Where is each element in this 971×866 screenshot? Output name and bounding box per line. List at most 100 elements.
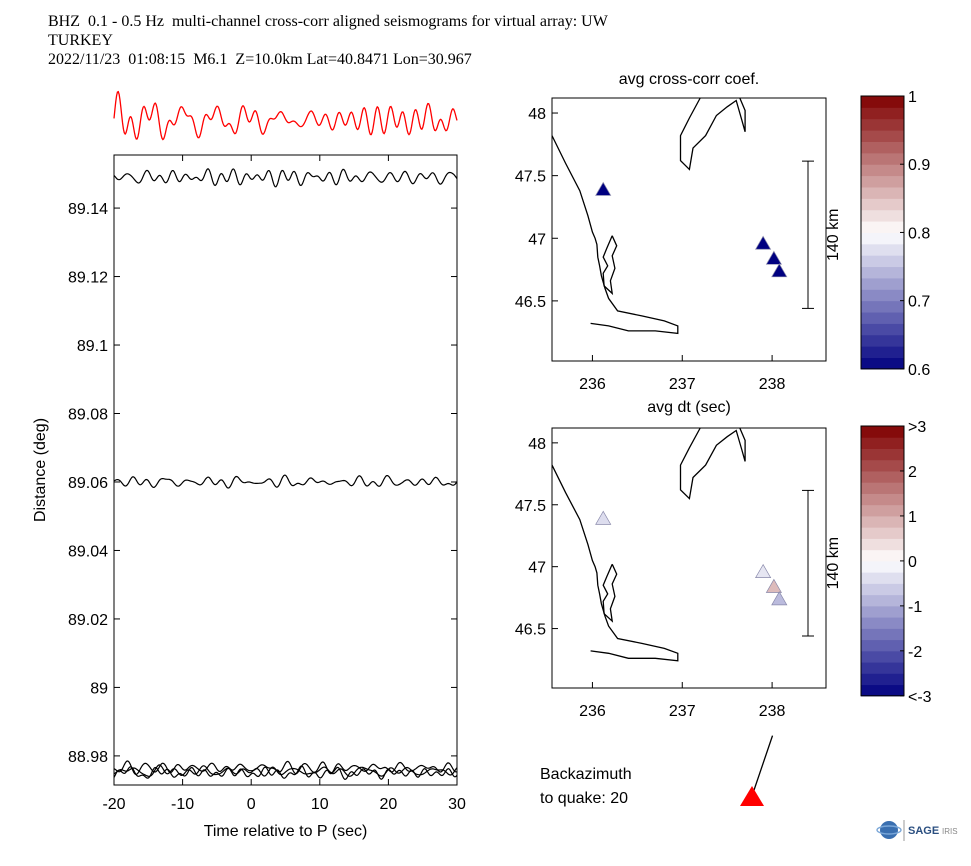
corr-y-tick-label: 46.5 [515,294,546,311]
dt-colorbar-band [861,504,904,517]
dt-colorbar-band [861,538,904,551]
corr-coastline [551,135,679,335]
corr-colorbar-band [861,266,904,279]
dt-colorbar-band [861,639,904,652]
dt-colorbar-band [861,572,904,584]
corr-station-marker [595,181,612,196]
dt-coastline [679,427,746,500]
corr-colorbar-label: 0.6 [908,362,930,379]
dt-colorbar-label: -2 [908,644,922,661]
dt-station-marker [771,591,788,606]
corr-colorbar-band [861,243,904,256]
corr-colorbar-band [861,232,904,245]
dt-colorbar-band [861,605,904,618]
dt-x-tick-label: 238 [759,703,786,720]
dt-colorbar-label: 2 [908,464,917,481]
backazimuth-triangle-icon [740,786,764,806]
sage-logo: SAGE IRIS [876,820,958,841]
corr-colorbar-band [861,277,904,290]
dt-y-tick-label: 47.5 [515,498,546,515]
title-line-2: TURKEY [48,32,113,49]
figure-title: BHZ 0.1 - 0.5 Hz multi-channel cross-cor… [48,12,748,69]
dt-coastline [551,464,679,662]
dt-colorbar-label: >3 [908,419,926,436]
corr-colorbar-band [861,323,904,336]
dt-colorbar-label: 0 [908,554,917,571]
backazimuth-label: Backazimuth to quake: 20 [540,763,632,811]
corr-colorbar-band [861,334,904,347]
x-tick-label: -20 [102,796,125,813]
corr-station-marker [771,263,788,278]
y-tick-label: 89.08 [68,407,108,424]
x-axis-label: Time relative to P (sec) [204,823,368,840]
dt-y-tick-label: 47 [528,560,546,577]
corr-x-tick-label: 236 [579,376,606,393]
corr-colorbar-band [861,312,904,324]
corr-colorbar-band [861,164,904,177]
x-tick-label: 0 [247,796,256,813]
corr-y-tick-label: 47.5 [515,169,546,186]
dt-map-panel [551,425,905,697]
dt-colorbar-band [861,617,904,629]
corr-x-tick-label: 237 [669,376,696,393]
dt-colorbar-label: 1 [908,509,917,526]
dt-y-tick-label: 46.5 [515,622,546,639]
y-axis-label: Distance (deg) [32,418,49,522]
logo-sage-text: SAGE [908,825,939,837]
dt-station-marker [765,578,783,593]
dt-colorbar-label: <-3 [908,689,932,706]
dt-station-marker [755,563,772,578]
dt-map-frame [551,427,827,689]
corr-colorbar-band [861,346,904,359]
seismogram-trace [113,764,458,777]
seismogram-trace [113,765,458,780]
corr-colorbar-band [861,300,904,313]
seismogram-trace [113,474,458,489]
corr-colorbar-band [861,221,904,233]
corr-y-tick-label: 48 [528,106,546,123]
x-tick-label: 30 [448,796,466,813]
corr-colorbar-band [861,141,904,154]
dt-colorbar-band [861,426,904,438]
y-tick-label: 89 [90,680,108,697]
y-tick-label: 88.98 [68,749,108,766]
backazimuth-line-2: to quake: 20 [540,790,629,807]
corr-station-marker [755,235,772,250]
dt-colorbar-label: -1 [908,599,922,616]
corr-coastline [602,235,618,296]
corr-map-title: avg cross-corr coef. [619,71,759,88]
dt-colorbar-band [861,549,904,562]
corr-scalebar-label: 140 km [825,209,842,261]
corr-colorbar-band [861,152,904,165]
dt-x-tick-label: 236 [579,703,606,720]
dt-colorbar-band [861,448,904,461]
corr-colorbar-label: 0.8 [908,225,930,242]
dt-station-marker [595,510,612,525]
dt-colorbar-band [861,650,904,663]
y-tick-label: 89.02 [68,612,108,629]
seismogram-plot-frame [113,154,458,786]
corr-map-frame [551,97,827,362]
dt-colorbar-band [861,482,904,494]
dt-colorbar-band [861,437,904,449]
corr-colorbar-band [861,209,904,222]
dt-colorbar-band [861,684,904,697]
dt-colorbar-band [861,594,904,607]
corr-colorbar-band [861,118,904,131]
seismogram-trace [113,168,458,188]
dt-coastline [602,563,618,623]
corr-colorbar-band [861,107,904,120]
dt-colorbar-band [861,583,904,596]
corr-colorbar-band [861,96,904,108]
y-tick-label: 89.06 [68,475,108,492]
corr-colorbar-label: 0.9 [908,157,930,174]
corr-coastline [679,97,746,171]
y-tick-label: 89.1 [77,338,108,355]
title-line-3: 2022/11/23 01:08:15 M6.1 Z=10.0km Lat=40… [48,51,472,68]
corr-colorbar-band [861,357,904,370]
corr-colorbar-band [861,255,904,268]
dt-colorbar-band [861,628,904,641]
x-tick-label: 10 [311,796,329,813]
x-tick-label: 20 [380,796,398,813]
